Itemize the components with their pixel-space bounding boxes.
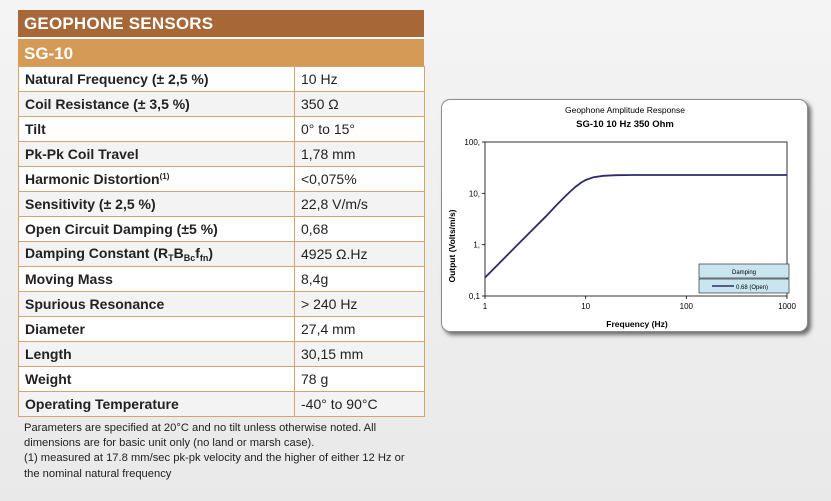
spec-label: Sensitivity (± 2,5 %) bbox=[18, 191, 295, 217]
chart-subtitle: SG-10 10 Hz 350 Ohm bbox=[576, 119, 674, 130]
spec-value: 78 g bbox=[294, 366, 425, 392]
spec-value: 27,4 mm bbox=[294, 316, 425, 342]
x-axis-label: Frequency (Hz) bbox=[606, 319, 668, 329]
spec-value: 22,8 V/m/s bbox=[294, 191, 425, 217]
spec-label: Pk-Pk Coil Travel bbox=[18, 141, 295, 167]
series-line bbox=[484, 174, 787, 279]
spec-value: 1,78 mm bbox=[294, 141, 425, 167]
spec-value: 4925 Ω.Hz bbox=[294, 241, 425, 267]
spec-row: Coil Resistance (± 3,5 %) 350 Ω bbox=[18, 91, 425, 117]
spec-row: Spurious Resonance > 240 Hz bbox=[18, 291, 425, 317]
x-tick-label: 10 bbox=[581, 302, 590, 311]
amplitude-response-chart: Geophone Amplitude Response SG-10 10 Hz … bbox=[441, 99, 808, 332]
spec-label: Open Circuit Damping (±5 %) bbox=[18, 216, 295, 242]
spec-label: Weight bbox=[18, 366, 295, 392]
spec-label: Tilt bbox=[18, 116, 295, 142]
spec-row: Sensitivity (± 2,5 %) 22,8 V/m/s bbox=[18, 191, 425, 217]
spec-value: -40° to 90°C bbox=[294, 391, 425, 417]
spec-value: 0,68 bbox=[294, 216, 425, 242]
spec-label: Diameter bbox=[18, 316, 295, 342]
spec-value: 8,4g bbox=[294, 266, 425, 292]
legend-entry-box bbox=[698, 278, 790, 294]
spec-row: Moving Mass 8,4g bbox=[18, 266, 425, 292]
note-distortion: (1) measured at 17.8 mm/sec pk-pk veloci… bbox=[24, 452, 405, 480]
chart-svg: Geophone Amplitude Response SG-10 10 Hz … bbox=[447, 105, 796, 329]
y-axis-label: Output (Volts/m/s) bbox=[447, 209, 457, 282]
spec-row: Length 30,15 mm bbox=[18, 341, 425, 367]
spec-label: Spurious Resonance bbox=[18, 291, 295, 317]
spec-value: 10 Hz bbox=[294, 66, 425, 92]
chart-title: Geophone Amplitude Response bbox=[565, 105, 685, 115]
x-tick-label: 100 bbox=[680, 302, 694, 311]
section-title: GEOPHONE SENSORS bbox=[18, 10, 424, 37]
spec-label: Length bbox=[18, 341, 295, 367]
spec-label: Coil Resistance (± 3,5 %) bbox=[18, 91, 295, 117]
y-tick-label: 1, bbox=[473, 241, 480, 250]
spec-row: Operating Temperature -40° to 90°C bbox=[18, 391, 425, 417]
y-tick-label: 0,1 bbox=[469, 292, 481, 301]
legend-entry: 0.68 (Open) bbox=[736, 285, 768, 291]
spec-panel: GEOPHONE SENSORS SG-10 Natural Frequency… bbox=[18, 10, 425, 417]
spec-row: Natural Frequency (± 2,5 %) 10 Hz bbox=[18, 66, 425, 92]
x-tick-label: 1000 bbox=[778, 302, 796, 311]
y-tick-label: 10, bbox=[469, 189, 480, 198]
spec-label: Moving Mass bbox=[18, 266, 295, 292]
model-title: SG-10 bbox=[18, 37, 424, 66]
spec-row: Tilt 0° to 15° bbox=[18, 116, 425, 142]
y-tick-label: 100, bbox=[464, 138, 480, 147]
spec-value: > 240 Hz bbox=[294, 291, 425, 317]
spec-value: 30,15 mm bbox=[294, 341, 425, 367]
spec-row: Pk-Pk Coil Travel 1,78 mm bbox=[18, 141, 425, 167]
legend-title: Damping bbox=[732, 270, 756, 276]
note-general: Parameters are specified at 20°C and no … bbox=[24, 422, 377, 450]
spec-row: Damping Constant (RTBBcffn) 4925 Ω.Hz bbox=[18, 241, 425, 267]
spec-label: Damping Constant (RTBBcffn) bbox=[18, 241, 295, 267]
spec-row: Open Circuit Damping (±5 %) 0,68 bbox=[18, 216, 425, 242]
spec-row: Diameter 27,4 mm bbox=[18, 316, 425, 342]
spec-value: <0,075% bbox=[294, 166, 425, 192]
footnotes: Parameters are specified at 20°C and no … bbox=[24, 421, 414, 482]
spec-value: 0° to 15° bbox=[294, 116, 425, 142]
spec-label: Operating Temperature bbox=[18, 391, 295, 417]
spec-value: 350 Ω bbox=[294, 91, 425, 117]
x-tick-label: 1 bbox=[483, 302, 488, 311]
spec-row: Harmonic Distortion(1) <0,075% bbox=[18, 166, 425, 192]
legend-title-box bbox=[698, 263, 790, 279]
spec-label: Natural Frequency (± 2,5 %) bbox=[18, 66, 295, 92]
spec-label: Harmonic Distortion(1) bbox=[18, 166, 295, 192]
spec-table: Natural Frequency (± 2,5 %) 10 Hz Coil Res… bbox=[18, 66, 425, 417]
footnote-marker: (1) bbox=[159, 172, 170, 181]
spec-row: Weight 78 g bbox=[18, 366, 425, 392]
